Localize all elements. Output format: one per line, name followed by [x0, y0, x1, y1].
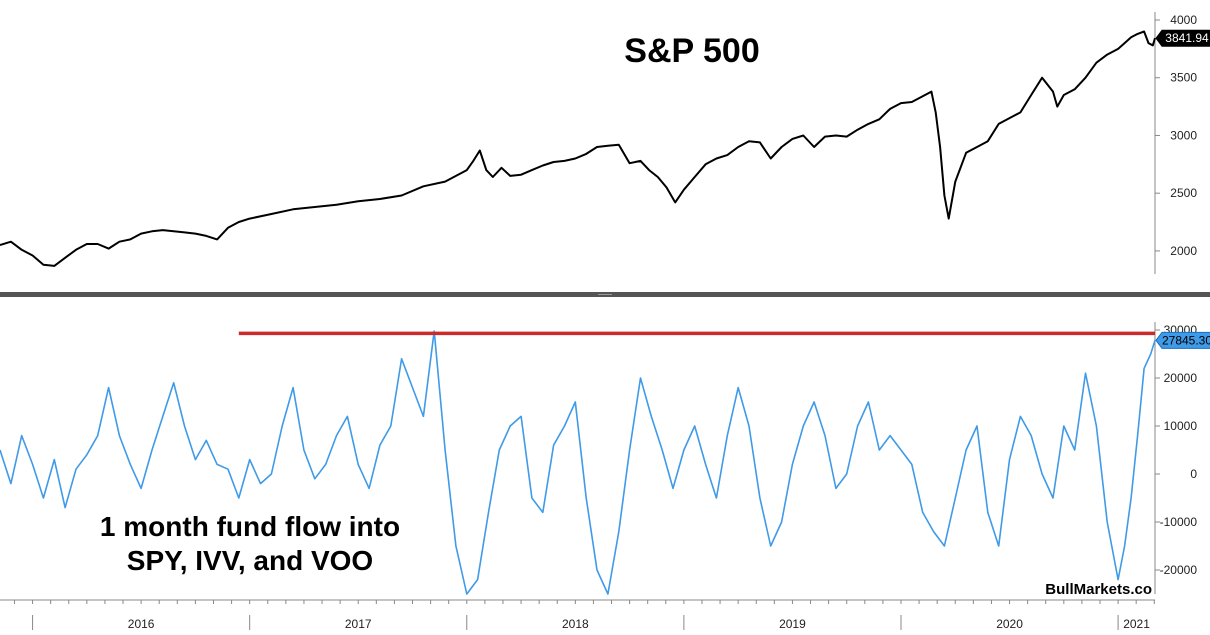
- x-year-label: 2021: [1123, 617, 1150, 630]
- x-year-label: 2016: [128, 617, 155, 630]
- last-value-badge: [1155, 29, 1210, 47]
- fund-flow-annotation-line1: 1 month fund flow into: [100, 511, 400, 542]
- y-tick-label: 20000: [1164, 371, 1198, 385]
- y-tick-label: 0: [1190, 467, 1197, 481]
- last-value-label: 3841.94: [1165, 31, 1209, 45]
- y-tick-label: 2500: [1170, 186, 1197, 200]
- y-tick-label: -10000: [1160, 515, 1198, 529]
- sp500-panel: 2000 2500 3000 3500 4000 3841.94: [0, 12, 1210, 274]
- x-year-label: 2018: [562, 617, 589, 630]
- credit-label: BullMarkets.co: [1045, 581, 1152, 598]
- y-tick-label: 10000: [1164, 419, 1198, 433]
- y-tick-label: -20000: [1160, 563, 1198, 577]
- sp500-line: [0, 30, 1156, 267]
- x-year-label: 2017: [345, 617, 372, 630]
- last-value-label: 27845.30: [1162, 333, 1210, 347]
- y-tick-label: 2000: [1170, 244, 1197, 258]
- last-value-badge: [1155, 331, 1210, 349]
- y-tick-label: 3000: [1170, 128, 1197, 142]
- fund-flow-annotation-line2: SPY, IVV, and VOO: [127, 545, 373, 576]
- x-year-label: 2019: [779, 617, 806, 630]
- fund-flow-line: [0, 330, 1156, 595]
- y-tick-label: 3500: [1170, 71, 1197, 85]
- y-tick-label: 4000: [1170, 13, 1197, 27]
- x-axis: 2016 2017 2018 2019 2020 2021: [0, 599, 1155, 631]
- sp500-title: S&P 500: [624, 32, 759, 70]
- x-year-label: 2020: [996, 617, 1023, 630]
